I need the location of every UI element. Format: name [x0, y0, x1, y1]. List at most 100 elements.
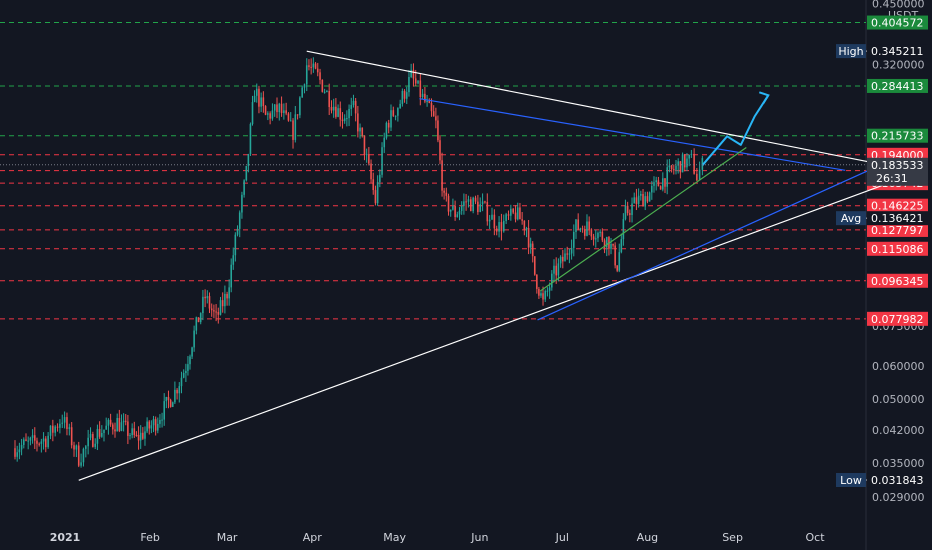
- candle-body: [510, 208, 512, 216]
- candle-body: [16, 452, 18, 457]
- candle-body: [107, 419, 110, 426]
- candle-body: [127, 421, 129, 436]
- candle-body: [47, 435, 49, 448]
- candle-body: [454, 206, 456, 218]
- candle-body: [101, 432, 103, 437]
- candle-body: [131, 428, 133, 436]
- candle-body: [686, 158, 688, 168]
- candle-body: [533, 256, 536, 275]
- candle-body: [566, 253, 568, 255]
- candle-body: [523, 220, 526, 230]
- candle-body: [96, 428, 99, 444]
- candle-body: [22, 439, 25, 445]
- candle-body: [512, 208, 514, 213]
- candle-body: [570, 247, 573, 254]
- candle-body: [139, 432, 142, 441]
- candle-body: [672, 169, 675, 171]
- candle-body: [269, 113, 271, 119]
- candle-body: [195, 317, 198, 331]
- level-value: 0.215733: [871, 130, 924, 143]
- candle-body: [390, 110, 392, 128]
- candle-body: [230, 264, 233, 288]
- trendline[interactable]: [537, 166, 876, 321]
- candle-body: [234, 234, 237, 256]
- candle-body: [666, 167, 668, 187]
- candle-body: [651, 185, 653, 193]
- candle-body: [68, 427, 71, 429]
- candle-body: [631, 203, 633, 215]
- candle-body: [285, 110, 287, 114]
- candle-body: [488, 219, 491, 222]
- candle-body: [414, 78, 417, 84]
- candle-body: [228, 287, 230, 299]
- candle-body: [424, 93, 426, 102]
- candle-body: [271, 110, 274, 119]
- candle-body: [648, 192, 651, 202]
- candle-body: [516, 207, 519, 220]
- x-tick-label: Aug: [637, 531, 658, 544]
- low-stat-label: Low: [840, 474, 862, 487]
- candle-body: [296, 114, 299, 116]
- candle-body: [368, 154, 370, 164]
- candle-body: [38, 443, 40, 445]
- candle-body: [163, 401, 166, 420]
- trendline[interactable]: [306, 50, 887, 166]
- candle-body: [500, 222, 503, 232]
- candle-body: [693, 153, 695, 174]
- candle-body: [301, 87, 303, 98]
- candle-body: [54, 426, 56, 433]
- candle-body: [655, 180, 658, 183]
- candle-body: [449, 209, 452, 212]
- candle-body: [305, 65, 308, 85]
- candle-body: [247, 154, 250, 166]
- candle-body: [80, 462, 82, 466]
- candle-body: [484, 201, 486, 203]
- level-tag: [867, 311, 928, 326]
- candle-body: [226, 293, 228, 299]
- high-stat-value: 0.345211: [871, 45, 924, 58]
- candle-body: [339, 108, 342, 120]
- candle-body: [357, 113, 359, 132]
- candle-body: [182, 373, 185, 378]
- trendline[interactable]: [419, 98, 846, 171]
- high-stat-label: High: [838, 45, 863, 58]
- candle-body: [63, 417, 66, 423]
- candle-body: [61, 422, 64, 424]
- candle-body: [412, 69, 415, 79]
- candle-body: [262, 97, 265, 107]
- candle-body: [383, 137, 386, 148]
- candle-body: [303, 84, 306, 88]
- candle-body: [348, 108, 350, 119]
- candle-body: [502, 220, 505, 232]
- candle-body: [397, 108, 399, 116]
- candle-body: [659, 186, 662, 190]
- trendline[interactable]: [539, 147, 747, 292]
- candle-body: [276, 104, 278, 113]
- candle-body: [493, 214, 496, 229]
- candle-body: [238, 212, 241, 229]
- candle-body: [670, 165, 673, 170]
- avg-stat-value: 0.136421: [871, 212, 924, 225]
- candle-body: [616, 265, 618, 271]
- candle-body: [536, 274, 538, 289]
- low-stat-value: 0.031843: [871, 474, 924, 487]
- candle-body: [439, 140, 441, 161]
- candle-body: [120, 422, 123, 431]
- projection-arrow[interactable]: [701, 94, 770, 166]
- candle-body: [370, 163, 372, 180]
- y-tick-label: 0.450000: [872, 0, 925, 10]
- candle-body: [379, 174, 381, 183]
- trendline[interactable]: [78, 183, 887, 481]
- high-stat-value-bg: [867, 44, 928, 59]
- candle-body: [387, 122, 390, 128]
- candle-body: [31, 435, 34, 438]
- candle-body: [49, 425, 52, 436]
- low-stat-value-bg: [867, 473, 928, 488]
- level-value: 0.096345: [871, 275, 924, 288]
- candle-body: [376, 182, 379, 204]
- candle-body: [359, 127, 361, 132]
- candle-body: [114, 429, 116, 432]
- candle-body: [52, 425, 54, 433]
